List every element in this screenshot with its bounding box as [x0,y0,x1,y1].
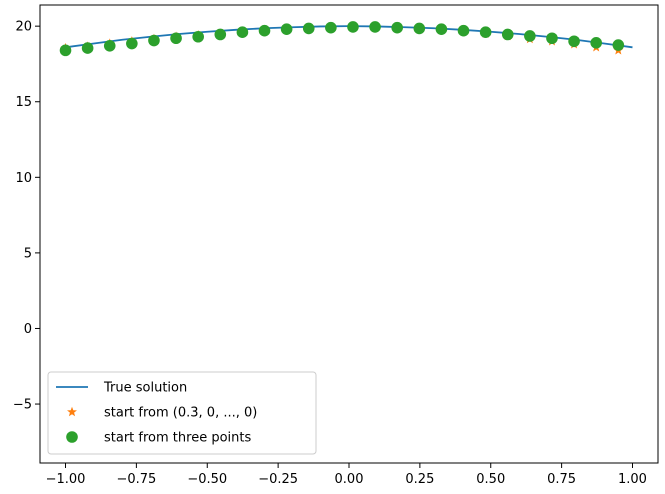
legend-box [47,371,317,455]
circle-point [435,23,448,35]
circle-point [590,36,602,49]
circle-point [501,28,514,41]
series-layer [59,21,633,57]
circle-point [280,23,293,35]
legend-label: start from (0.3, 0, ..., 0) [104,406,257,421]
circle-point [413,22,426,35]
x-tick-label: 0.25 [405,472,434,487]
circle-point [214,28,227,41]
circle-point [170,32,182,45]
circle-point [479,26,492,39]
circle-point [59,44,72,57]
circle-point [81,42,94,54]
circle-point [612,39,625,51]
y-tick-label: −5 [13,398,32,413]
x-tick-label: 1.00 [618,472,647,487]
axis-ticks: −1.00 −0.75 −0.50 −0.25 0.00 0.25 0.50 0.75 1.00… [13,20,647,487]
x-tick-label: −1.00 [46,472,86,487]
x-tick-label: −0.75 [116,472,156,487]
legend-label: start from three points [104,431,251,446]
circle-point [391,21,403,34]
y-tick-label: 15 [15,95,32,110]
series-2 [59,21,625,57]
circle-point [524,30,536,42]
x-tick-label: 0.50 [476,472,505,487]
circle-point [192,30,204,43]
legend: True solution start from (0.3, 0, ..., 0)… [47,371,317,455]
circle-point [126,37,138,50]
circle-point [347,21,359,33]
circle-point [302,22,315,35]
x-tick-label: −0.50 [187,472,227,487]
circle-point [568,35,580,48]
y-tick-label: 10 [15,171,32,186]
y-tick-label: 5 [24,246,32,261]
y-tick-label: 20 [15,20,32,35]
x-tick-label: −0.25 [258,472,298,487]
circle-point [258,24,271,37]
y-tick-label: 0 [24,322,32,337]
circle-point [325,21,337,34]
circle-point [236,26,249,39]
circle-point [457,24,470,37]
x-tick-label: 0.00 [335,472,364,487]
legend-star-handle [67,406,77,417]
circle-point [369,21,381,33]
legend-label: True solution [103,381,187,396]
circle-point [103,40,116,52]
circle-point [148,34,160,47]
circle-point [546,32,558,45]
x-tick-label: 0.75 [547,472,576,487]
legend-circle-handle [66,431,78,443]
